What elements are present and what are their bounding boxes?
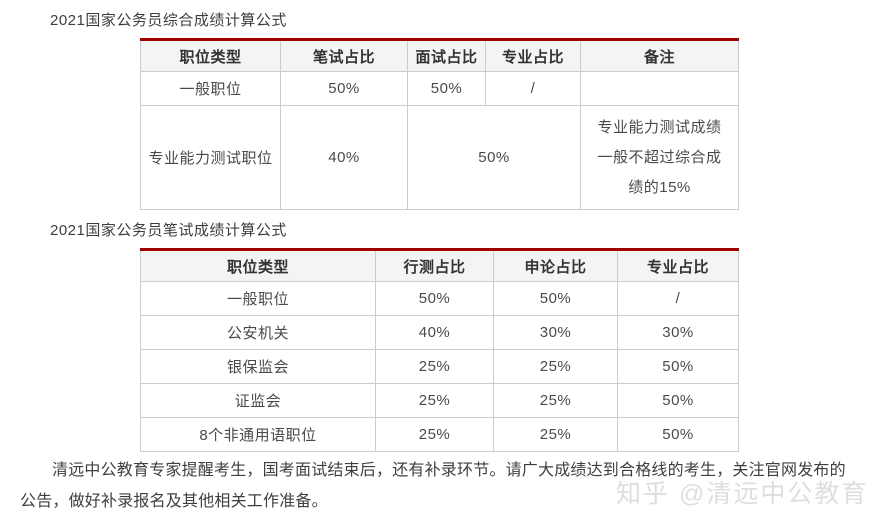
cell-remarks-note: 专业能力测试成绩一般不超过综合成绩的15% xyxy=(580,105,739,210)
cell-position-type: 一般职位 xyxy=(140,71,281,106)
cell-position-type: 证监会 xyxy=(140,383,376,418)
table-row-cbirc: 银保监会 25% 25% 50% xyxy=(140,349,739,384)
table-row-csrc: 证监会 25% 25% 50% xyxy=(140,383,739,418)
cell-xingce-ratio: 25% xyxy=(375,383,494,418)
table-row-non-common-language: 8个非通用语职位 25% 25% 50% xyxy=(140,417,739,452)
cell-professional-ratio: 50% xyxy=(617,349,739,384)
cell-shenlun-ratio: 25% xyxy=(493,417,618,452)
cell-professional-ratio: 50% xyxy=(617,417,739,452)
cell-shenlun-ratio: 50% xyxy=(493,281,618,316)
cell-shenlun-ratio: 30% xyxy=(493,315,618,350)
cell-professional-ratio: / xyxy=(617,281,739,316)
table-row-professional-test-position: 专业能力测试职位 40% 50% 专业能力测试成绩一般不超过综合成绩的15% xyxy=(140,105,739,210)
cell-professional-ratio: / xyxy=(485,71,581,106)
cell-interview-professional-merged: 50% xyxy=(407,105,581,210)
cell-written-ratio: 50% xyxy=(280,71,408,106)
cell-position-type: 专业能力测试职位 xyxy=(140,105,281,210)
column-header-xingce-ratio: 行测占比 xyxy=(375,249,494,282)
column-header-professional-ratio: 专业占比 xyxy=(617,249,739,282)
column-header-professional-ratio: 专业占比 xyxy=(485,39,581,72)
column-header-position-type: 职位类型 xyxy=(140,249,376,282)
table-row-general-position: 一般职位 50% 50% / xyxy=(140,71,739,106)
table2-header-row: 职位类型 行测占比 申论占比 专业占比 xyxy=(140,249,739,282)
cell-position-type: 一般职位 xyxy=(140,281,376,316)
cell-written-ratio: 40% xyxy=(280,105,408,210)
cell-shenlun-ratio: 25% xyxy=(493,383,618,418)
cell-professional-ratio: 50% xyxy=(617,383,739,418)
cell-remarks xyxy=(580,71,739,106)
table-row-public-security: 公安机关 40% 30% 30% xyxy=(140,315,739,350)
table-row-general-position: 一般职位 50% 50% / xyxy=(140,281,739,316)
cell-position-type: 公安机关 xyxy=(140,315,376,350)
cell-xingce-ratio: 25% xyxy=(375,417,494,452)
column-header-position-type: 职位类型 xyxy=(140,39,281,72)
written-score-table: 职位类型 行测占比 申论占比 专业占比 一般职位 50% 50% / 公安机关 … xyxy=(140,248,739,452)
table1-header-row: 职位类型 笔试占比 面试占比 专业占比 备注 xyxy=(140,39,739,72)
comprehensive-score-title: 2021国家公务员综合成绩计算公式 xyxy=(50,12,287,29)
cell-interview-ratio: 50% xyxy=(407,71,486,106)
cell-xingce-ratio: 40% xyxy=(375,315,494,350)
cell-position-type: 银保监会 xyxy=(140,349,376,384)
written-score-title: 2021国家公务员笔试成绩计算公式 xyxy=(50,222,287,239)
cell-xingce-ratio: 50% xyxy=(375,281,494,316)
column-header-interview-ratio: 面试占比 xyxy=(407,39,486,72)
cell-xingce-ratio: 25% xyxy=(375,349,494,384)
notice-paragraph: 清远中公教育专家提醒考生，国考面试结束后，还有补录环节。请广大成绩达到合格线的考… xyxy=(20,462,846,510)
cell-position-type: 8个非通用语职位 xyxy=(140,417,376,452)
column-header-written-ratio: 笔试占比 xyxy=(280,39,408,72)
cell-shenlun-ratio: 25% xyxy=(493,349,618,384)
column-header-shenlun-ratio: 申论占比 xyxy=(493,249,618,282)
comprehensive-score-table: 职位类型 笔试占比 面试占比 专业占比 备注 一般职位 50% 50% / 专业… xyxy=(140,38,739,210)
column-header-remarks: 备注 xyxy=(580,39,739,72)
cell-professional-ratio: 30% xyxy=(617,315,739,350)
